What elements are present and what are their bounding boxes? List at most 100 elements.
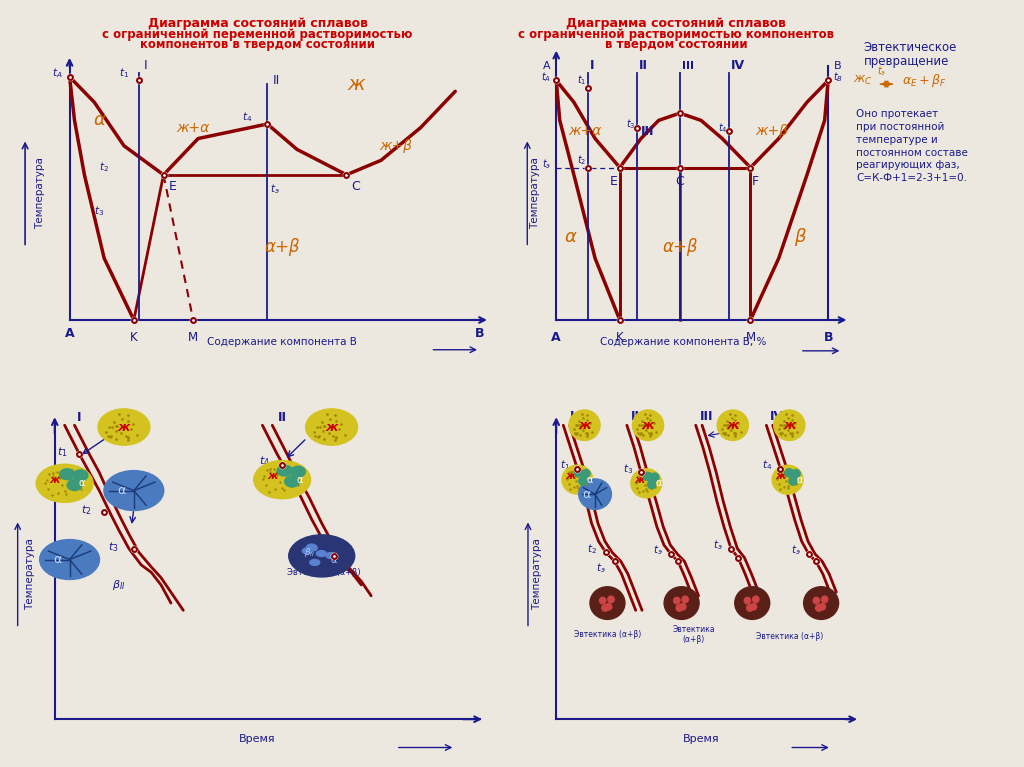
Text: с ограниченной растворимостью компонентов: с ограниченной растворимостью компоненто… xyxy=(518,28,835,41)
Ellipse shape xyxy=(289,535,354,577)
Text: α: α xyxy=(797,475,803,485)
Text: I: I xyxy=(143,60,147,72)
Circle shape xyxy=(608,596,614,603)
Text: температуре и: температуре и xyxy=(856,135,938,145)
Text: $t_1$: $t_1$ xyxy=(119,66,129,80)
Circle shape xyxy=(644,472,651,481)
Text: $t_4$: $t_4$ xyxy=(243,110,253,123)
Text: $t_2$: $t_2$ xyxy=(577,153,587,167)
Text: ж: ж xyxy=(642,419,654,432)
Text: Диаграмма состояний сплавов: Диаграмма состояний сплавов xyxy=(147,17,368,30)
Text: α: α xyxy=(587,475,593,485)
Circle shape xyxy=(579,477,587,486)
Ellipse shape xyxy=(302,548,312,554)
Text: $t_э$: $t_э$ xyxy=(713,538,722,552)
Text: $t_э$: $t_э$ xyxy=(596,561,605,575)
Circle shape xyxy=(746,604,753,611)
Ellipse shape xyxy=(590,587,625,620)
Ellipse shape xyxy=(804,587,839,620)
Text: α: α xyxy=(93,111,105,130)
Text: III: III xyxy=(682,61,693,71)
Text: α: α xyxy=(53,553,61,566)
Text: I: I xyxy=(570,410,574,423)
Text: Эвтектическое: Эвтектическое xyxy=(863,41,956,54)
Text: $t_3$: $t_3$ xyxy=(626,117,636,131)
Text: Время: Время xyxy=(240,734,275,744)
Ellipse shape xyxy=(562,466,593,494)
Text: $t_э$: $t_э$ xyxy=(269,183,280,196)
Text: E: E xyxy=(610,175,618,188)
Text: I: I xyxy=(590,60,594,72)
Text: ж: ж xyxy=(49,475,60,485)
Ellipse shape xyxy=(103,471,164,511)
Circle shape xyxy=(73,470,88,481)
Ellipse shape xyxy=(306,544,316,550)
Text: α: α xyxy=(118,484,126,497)
Circle shape xyxy=(574,469,583,477)
Text: α: α xyxy=(331,555,337,565)
Ellipse shape xyxy=(569,410,600,440)
Text: Оно протекает: Оно протекает xyxy=(856,110,939,120)
Text: α+β: α+β xyxy=(264,239,300,256)
Text: $t_A$: $t_A$ xyxy=(541,70,551,84)
Text: C: C xyxy=(351,180,360,193)
Text: A: A xyxy=(551,331,561,344)
Text: $t_3$: $t_3$ xyxy=(94,204,104,218)
Text: компонентов в твердом состоянии: компонентов в твердом состоянии xyxy=(140,38,375,51)
Text: ж+β: ж+β xyxy=(755,124,788,138)
Text: K: K xyxy=(130,331,137,344)
Ellipse shape xyxy=(307,545,317,551)
Text: ж+α: ж+α xyxy=(568,124,601,138)
Text: ж: ж xyxy=(326,420,338,433)
Ellipse shape xyxy=(717,410,749,440)
Ellipse shape xyxy=(309,559,319,565)
Text: K: K xyxy=(616,331,624,344)
Text: Температура: Температура xyxy=(35,157,45,229)
Text: α: α xyxy=(564,228,577,245)
Text: M: M xyxy=(188,331,199,344)
Circle shape xyxy=(788,477,797,486)
Circle shape xyxy=(744,597,751,604)
Text: в твердом состоянии: в твердом состоянии xyxy=(605,38,748,51)
Text: постоянном составе: постоянном составе xyxy=(856,147,969,157)
Text: α: α xyxy=(296,475,303,485)
Text: α: α xyxy=(79,479,85,489)
Text: Эвтектика (α+β): Эвтектика (α+β) xyxy=(756,632,823,641)
Text: $β_{II}$: $β_{II}$ xyxy=(113,578,126,592)
Text: IV: IV xyxy=(731,60,745,72)
Ellipse shape xyxy=(316,551,327,557)
Text: $t_A$: $t_A$ xyxy=(51,66,62,80)
Text: с ограниченной переменной растворимостью: с ограниченной переменной растворимостью xyxy=(102,28,413,41)
Ellipse shape xyxy=(735,587,770,620)
Text: II: II xyxy=(631,410,640,423)
Text: Температура: Температура xyxy=(25,538,35,610)
Text: IV: IV xyxy=(770,410,784,423)
Text: A: A xyxy=(65,328,75,341)
Text: M: M xyxy=(745,331,756,344)
Text: ж: ж xyxy=(267,471,278,481)
Circle shape xyxy=(599,597,606,604)
Ellipse shape xyxy=(40,539,99,580)
Text: $t_2$: $t_2$ xyxy=(99,160,110,174)
Circle shape xyxy=(605,604,611,610)
Text: C: C xyxy=(676,175,684,188)
Text: ж: ж xyxy=(634,475,644,485)
Circle shape xyxy=(819,604,825,610)
Circle shape xyxy=(676,604,682,611)
Text: ж: ж xyxy=(118,420,130,433)
Text: Эвтектика (α+β): Эвтектика (α+β) xyxy=(287,568,360,577)
Text: II: II xyxy=(639,60,648,72)
Text: $t_4$: $t_4$ xyxy=(718,120,727,134)
Circle shape xyxy=(793,469,800,478)
Text: B: B xyxy=(823,331,833,344)
Circle shape xyxy=(751,604,757,610)
Circle shape xyxy=(582,469,590,478)
Text: $t_э$: $t_э$ xyxy=(311,547,322,561)
Text: α+β: α+β xyxy=(663,239,697,256)
Text: $t_1$: $t_1$ xyxy=(577,74,587,87)
Text: Содержание компонента В: Содержание компонента В xyxy=(207,337,357,347)
Circle shape xyxy=(674,597,680,604)
Ellipse shape xyxy=(36,464,93,502)
Ellipse shape xyxy=(254,461,310,499)
Circle shape xyxy=(59,469,75,479)
